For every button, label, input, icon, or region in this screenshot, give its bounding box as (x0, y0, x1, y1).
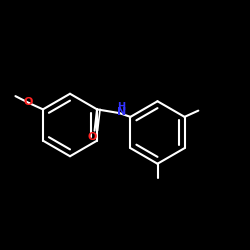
Text: H: H (117, 102, 125, 112)
Text: O: O (23, 97, 32, 107)
Text: N: N (117, 107, 126, 117)
Text: O: O (88, 132, 97, 142)
